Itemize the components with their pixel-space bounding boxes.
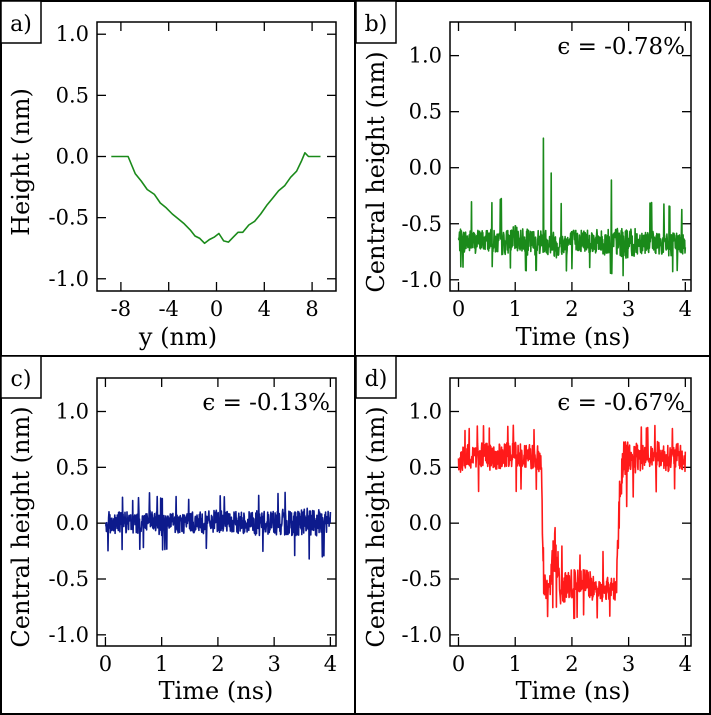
y-tick-label: 0.5: [409, 100, 442, 124]
series-line: [105, 491, 332, 560]
y-tick-label: 0.0: [409, 156, 442, 180]
y-tick-label: -0.5: [402, 212, 443, 236]
x-tick-label: 3: [622, 652, 635, 676]
panel-tag-box: [0, 0, 42, 44]
y-tick-label: -1.0: [49, 623, 90, 647]
x-axis-label: Time (ns): [159, 677, 274, 705]
y-tick-label: 1.0: [56, 400, 89, 424]
y-tick-label: -0.5: [49, 206, 90, 230]
y-tick-label: -0.5: [49, 567, 90, 591]
x-tick-label: 4: [679, 652, 692, 676]
x-tick-label: 0: [99, 652, 112, 676]
panel-tag: b): [365, 12, 388, 37]
x-axis-label: Time (ns): [516, 677, 631, 705]
x-tick-label: 4: [258, 297, 271, 321]
x-tick-label: 8: [305, 297, 318, 321]
series-line: [111, 152, 321, 245]
x-tick-label: 0: [210, 297, 223, 321]
x-tick-label: 0: [452, 652, 465, 676]
x-tick-label: 1: [155, 652, 168, 676]
y-axis-label: Height (nm): [7, 88, 35, 236]
y-axis-label: Central height (nm): [362, 51, 390, 292]
panel-tag-box: [355, 355, 397, 399]
y-axis-label: Central height (nm): [362, 406, 390, 647]
panel-tag: d): [365, 367, 388, 392]
x-tick-label: 4: [324, 652, 337, 676]
y-tick-label: 0.0: [56, 145, 89, 169]
y-tick-label: 1.0: [409, 44, 442, 68]
series-line: [457, 424, 687, 620]
x-tick-label: 1: [509, 297, 522, 321]
chart-panel: 0 1 2 3 4 1.0 0.5 0.0 -0.5 -1.0 Time (ns) Central h…: [0, 355, 337, 705]
y-axis-label: Central height (nm): [7, 406, 35, 647]
chart-panel: 0 1 2 3 4 1.0 0.5 0.0 -0.5 -1.0 Time (ns) Central h…: [355, 355, 692, 705]
y-tick-label: 1.0: [409, 400, 442, 424]
x-tick-label: 3: [267, 652, 280, 676]
x-tick-label: 4: [679, 297, 692, 321]
x-axis-label: Time (ns): [516, 323, 631, 351]
y-tick-label: 1.0: [56, 22, 89, 46]
y-tick-label: 0.5: [409, 455, 442, 479]
panel-tag-box: [0, 355, 42, 399]
y-tick-label: -1.0: [402, 623, 443, 647]
y-tick-label: -1.0: [49, 267, 90, 291]
x-tick-label: 2: [211, 652, 224, 676]
x-tick-label: 1: [509, 652, 522, 676]
y-tick-label: 0.0: [56, 511, 89, 535]
x-tick-label: -4: [158, 297, 178, 321]
x-tick-label: -8: [111, 297, 131, 321]
y-tick-label: 0.0: [409, 511, 442, 535]
y-tick-label: 0.5: [56, 83, 89, 107]
strain-annotation: ϵ = -0.13%: [202, 390, 330, 416]
panel-tag-box: [355, 0, 397, 44]
y-tick-label: -0.5: [402, 567, 443, 591]
plot-frame: [449, 377, 692, 647]
x-tick-label: 2: [565, 297, 578, 321]
chart-panel: -8 -4 0 4 8 1.0 0.5 0.0 -0.5 -1.0 y (nm) Height (nm…: [0, 0, 337, 351]
chart-panel: 0 1 2 3 4 1.0 0.5 0.0 -0.5 -1.0 Time (ns) Central h…: [355, 0, 692, 351]
strain-annotation: ϵ = -0.78%: [557, 34, 685, 60]
panel-tag: c): [11, 367, 32, 392]
x-axis-label: y (nm): [138, 323, 217, 351]
y-tick-label: 0.5: [56, 455, 89, 479]
panel-tag: a): [10, 12, 32, 37]
x-tick-label: 2: [565, 652, 578, 676]
plot-frame: [449, 21, 692, 292]
y-tick-label: -1.0: [402, 268, 443, 292]
plot-frame: [96, 21, 337, 292]
series-line: [457, 137, 687, 277]
strain-annotation: ϵ = -0.67%: [557, 390, 685, 416]
x-tick-label: 3: [622, 297, 635, 321]
plot-frame: [96, 377, 337, 647]
x-tick-label: 0: [452, 297, 465, 321]
